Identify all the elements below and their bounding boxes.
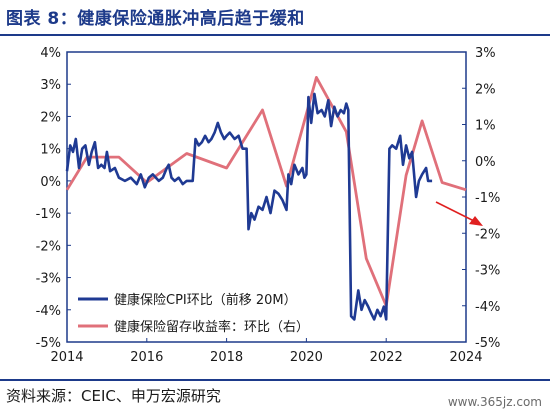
y-left-tick-label: 2%: [40, 110, 61, 125]
y-left-tick-label: -3%: [36, 272, 61, 287]
title-divider: [0, 34, 550, 36]
y-right-tick-label: -2%: [475, 227, 500, 242]
x-tick-label: 2016: [130, 350, 163, 365]
watermark: www.365jz.com: [447, 395, 542, 409]
y-right-tick-label: 2%: [475, 82, 496, 97]
source-note: 资料来源：CEIC、申万宏源研究: [6, 387, 221, 405]
trend-arrow-head: [469, 216, 483, 226]
y-right-tick-label: -3%: [475, 264, 500, 279]
y-left-tick-label: -1%: [36, 207, 61, 222]
y-left-tick-label: -2%: [36, 239, 61, 254]
series-line-retention: [65, 76, 467, 308]
y-right-tick-label: -1%: [475, 191, 500, 206]
y-left-tick-label: 1%: [40, 143, 61, 158]
y-right-tick-label: 3%: [475, 46, 496, 61]
trend-arrow-shaft: [435, 201, 477, 223]
x-tick-label: 2024: [449, 350, 482, 365]
y-left-tick-label: 3%: [40, 78, 61, 93]
series-line-cpi: [65, 92, 433, 321]
y-right-tick-label: 1%: [475, 119, 496, 134]
y-left-tick-label: 4%: [40, 46, 61, 61]
y-right-tick-label: 0%: [475, 155, 496, 170]
legend-label-retention: 健康保险留存收益率：环比（右）: [114, 319, 309, 335]
x-tick-label: 2022: [370, 350, 403, 365]
y-left-tick-label: -4%: [36, 304, 61, 319]
chart-title: 图表 8：健康保险通胀冲高后趋于缓和: [6, 9, 305, 29]
x-tick-label: 2014: [50, 350, 83, 365]
x-tick-label: 2018: [210, 350, 243, 365]
legend-label-cpi: 健康保险CPI环比（前移 20M）: [114, 292, 297, 308]
y-left-tick-label: -5%: [36, 336, 61, 351]
chart-canvas: 4% 3% 2% 1% 0% -1% -2% -3% -4% -5% 3% 2% 1% 0% -1% -2% -…: [36, 46, 501, 365]
y-right-tick-label: -5%: [475, 336, 500, 351]
x-tick-label: 2020: [290, 350, 323, 365]
y-right-tick-label: -4%: [475, 300, 500, 315]
y-left-tick-label: 0%: [40, 175, 61, 190]
footer-divider: [0, 379, 550, 381]
